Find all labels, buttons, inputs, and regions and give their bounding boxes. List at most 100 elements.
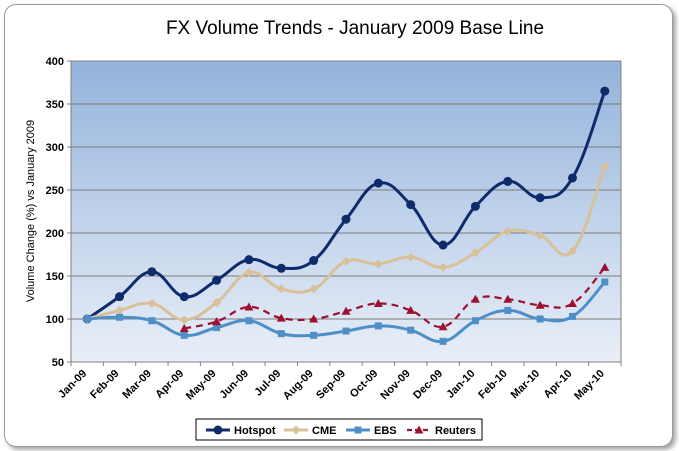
x-tick-label: Feb-09 <box>88 368 122 402</box>
data-point-ebs <box>83 315 91 323</box>
legend-marker <box>414 425 424 434</box>
data-point-reuters <box>470 294 480 303</box>
data-point-ebs <box>148 317 156 325</box>
series <box>82 86 610 345</box>
data-point-cme <box>600 162 610 172</box>
data-point-reuters <box>438 322 448 331</box>
data-point-ebs <box>536 315 544 323</box>
data-point-ebs <box>374 322 382 330</box>
data-point-ebs <box>180 331 188 339</box>
data-point-reuters <box>535 300 545 309</box>
data-point-ebs <box>407 326 415 334</box>
data-point-hotspot <box>567 173 577 183</box>
data-point-reuters <box>309 314 319 323</box>
data-point-cme <box>373 259 383 269</box>
x-tick-label: Oct-09 <box>348 368 381 401</box>
data-point-cme <box>244 268 254 278</box>
data-point-reuters <box>567 299 577 308</box>
data-point-ebs <box>342 327 350 335</box>
x-tick-label: Feb-10 <box>476 368 510 402</box>
x-tick-label: Nov-09 <box>378 368 412 402</box>
data-point-ebs <box>213 324 221 332</box>
data-point-ebs <box>245 317 253 325</box>
data-point-ebs <box>277 330 285 338</box>
data-point-ebs <box>471 317 479 325</box>
data-point-cme <box>341 256 351 266</box>
data-point-reuters <box>179 323 189 332</box>
x-tick-label: Aug-09 <box>281 368 316 403</box>
data-point-hotspot <box>147 267 157 277</box>
data-point-hotspot <box>244 255 254 265</box>
data-point-hotspot <box>535 193 545 203</box>
data-point-hotspot <box>115 292 125 302</box>
data-point-cme <box>567 246 577 256</box>
x-tick-label: Jul-09 <box>252 368 283 399</box>
data-point-hotspot <box>212 275 222 285</box>
data-point-hotspot <box>470 201 480 211</box>
data-point-ebs <box>568 312 576 320</box>
x-tick-label: Apr-10 <box>541 368 574 401</box>
data-point-reuters <box>406 305 416 314</box>
legend-marker <box>213 425 223 435</box>
data-point-reuters <box>212 317 222 326</box>
legend-label: EBS <box>374 425 397 437</box>
x-tick-label: Apr-09 <box>153 368 186 401</box>
data-point-cme <box>115 305 125 315</box>
legend-item-reuters: Reuters <box>407 425 476 437</box>
y-axis-label: Volume Change (%) vs January 2009 <box>25 120 37 302</box>
data-point-hotspot <box>179 292 189 302</box>
data-point-reuters <box>503 294 513 303</box>
legend-marker <box>354 426 362 434</box>
x-tick-label: May-09 <box>184 368 219 403</box>
data-point-reuters <box>373 299 383 308</box>
legend-item-ebs: EBS <box>346 425 397 437</box>
data-point-ebs <box>310 331 318 339</box>
series-hotspot <box>82 86 610 324</box>
x-tick-label: Mar-09 <box>120 368 154 402</box>
data-point-hotspot <box>341 214 351 224</box>
x-tick-label: Mar-10 <box>509 368 543 402</box>
data-point-reuters <box>341 306 351 315</box>
data-point-cme <box>470 248 480 258</box>
data-point-hotspot <box>438 240 448 250</box>
data-point-hotspot <box>276 263 286 273</box>
y-tick-labels: 50 100 150 200 250 300 350 400 <box>46 56 64 369</box>
legend-label: CME <box>312 425 336 437</box>
x-tick-label: Jan-09 <box>56 368 89 401</box>
x-tick-label: Sep-09 <box>314 368 348 402</box>
y-tick-label: 250 <box>46 185 64 197</box>
data-point-cme <box>179 315 189 325</box>
data-point-ebs <box>601 278 609 286</box>
data-point-ebs <box>504 306 512 314</box>
y-tick-label: 50 <box>52 357 64 369</box>
y-tick-label: 150 <box>46 271 64 283</box>
x-tick-label: Dec-09 <box>411 368 445 402</box>
data-point-cme <box>535 231 545 241</box>
y-tick-label: 400 <box>46 56 64 68</box>
data-point-ebs <box>116 313 124 321</box>
data-point-cme <box>212 298 222 308</box>
series-cme <box>82 162 610 325</box>
data-point-reuters <box>600 262 610 271</box>
legend-box <box>195 418 483 441</box>
data-point-cme <box>147 299 157 309</box>
y-tick-label: 300 <box>46 142 64 154</box>
data-point-cme <box>503 226 513 236</box>
data-point-reuters <box>276 313 286 322</box>
series-ebs <box>83 278 609 345</box>
series-line-reuters <box>184 266 606 330</box>
legend-item-hotspot: Hotspot <box>206 425 276 437</box>
legend-label: Hotspot <box>234 425 276 437</box>
data-point-cme <box>276 284 286 294</box>
data-point-hotspot <box>503 176 513 186</box>
legend-marker <box>291 425 301 435</box>
x-tick-label: Jun-09 <box>217 368 251 402</box>
data-point-hotspot <box>600 86 610 96</box>
data-point-hotspot <box>406 200 416 210</box>
legend: Hotspot CME EBS Reuters <box>195 418 483 441</box>
y-tick-label: 100 <box>46 314 64 326</box>
chart-title: FX Volume Trends - January 2009 Base Lin… <box>166 18 544 39</box>
legend-label: Reuters <box>435 425 476 437</box>
